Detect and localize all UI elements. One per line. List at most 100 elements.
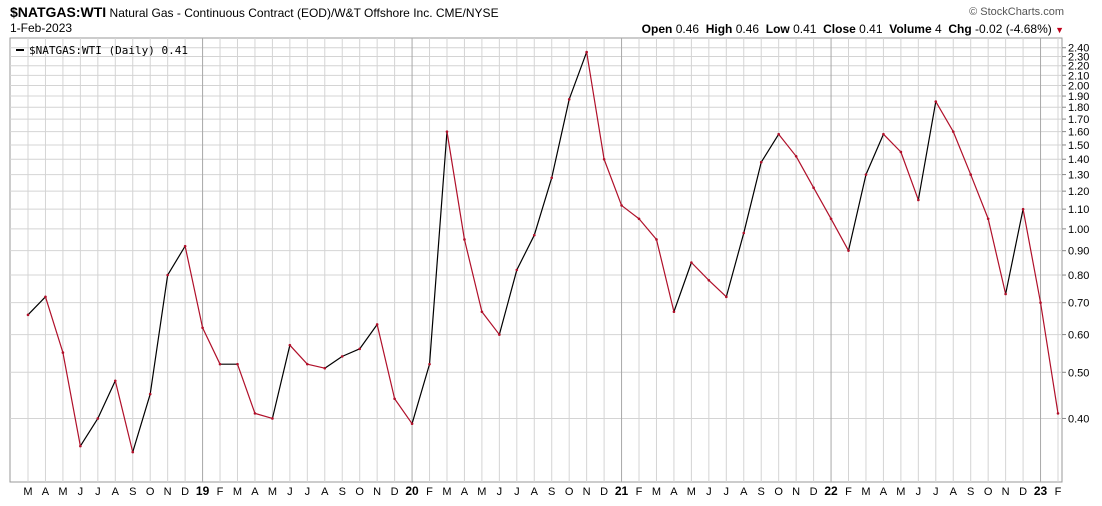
y-tick-label: 1.40	[1068, 154, 1089, 166]
series-segment	[638, 218, 658, 241]
series-segment	[411, 363, 431, 425]
y-tick-label: 1.70	[1068, 114, 1089, 126]
series-segment	[970, 173, 989, 220]
series-segment	[935, 100, 954, 133]
series-segment	[917, 100, 937, 201]
x-tick-label: F	[636, 486, 643, 498]
x-tick-label: M	[861, 486, 870, 498]
data-point	[515, 268, 519, 272]
x-tick-label: M	[268, 486, 277, 498]
x-tick-label: J	[916, 486, 922, 498]
data-point	[183, 244, 187, 248]
data-point	[271, 417, 274, 420]
data-point	[1004, 292, 1007, 296]
data-point	[218, 362, 222, 366]
series-segment	[1005, 208, 1024, 295]
x-tick-label: F	[217, 486, 224, 498]
x-tick-label: J	[78, 486, 84, 498]
data-point	[410, 422, 414, 426]
x-tick-label: D	[600, 486, 608, 498]
open-label: Open	[641, 22, 673, 36]
x-axis: M A M J J A S O N D 19 F M A M J J A S O N D 20 F M A M J J A S O N D 21 F M…	[23, 484, 1061, 498]
x-tick-label: N	[583, 486, 591, 498]
x-tick-label: J	[514, 486, 520, 498]
x-tick-label: F	[426, 486, 433, 498]
data-point	[480, 310, 484, 314]
x-tick-label: O	[984, 486, 993, 498]
y-axis: 2.402.302.202.102.001.901.801.701.601.50…	[1062, 43, 1089, 425]
low-label: Low	[765, 22, 790, 36]
series-segment	[236, 363, 256, 414]
series-segment	[184, 245, 204, 329]
data-point	[375, 323, 379, 326]
chg-label: Chg	[948, 22, 972, 36]
data-point	[690, 261, 693, 264]
series-segment	[620, 204, 640, 220]
data-point	[620, 204, 623, 207]
x-tick-label: S	[758, 486, 765, 498]
x-tick-label: A	[670, 486, 678, 498]
x-tick-label: A	[42, 486, 50, 498]
series-segment	[830, 218, 850, 252]
data-point	[934, 100, 938, 103]
x-tick-label: M	[477, 486, 486, 498]
series-segment	[132, 393, 151, 453]
x-tick-label: 22	[824, 484, 838, 498]
y-tick-label: 0.50	[1068, 367, 1089, 379]
series-segment	[795, 155, 815, 189]
data-point	[725, 295, 728, 299]
low-value: 0.41	[793, 22, 817, 36]
data-point	[532, 233, 536, 237]
legend-text: $NATGAS:WTI (Daily) 0.41	[29, 44, 188, 57]
close-value: 0.41	[859, 22, 883, 36]
series-segment	[62, 351, 81, 447]
x-tick-label: A	[461, 486, 469, 498]
data-point	[148, 392, 152, 396]
x-tick-label: J	[497, 486, 503, 498]
x-tick-label: A	[531, 486, 539, 498]
chart-title: $NATGAS:WTI Natural Gas - Continuous Con…	[10, 4, 499, 20]
series-segment	[481, 311, 500, 336]
series-segment	[673, 261, 692, 313]
data-point	[829, 217, 833, 221]
y-tick-label: 2.40	[1068, 43, 1089, 55]
y-tick-label: 0.40	[1068, 413, 1089, 425]
x-tick-label: A	[112, 486, 120, 498]
data-point	[113, 379, 117, 383]
x-tick-label: A	[950, 486, 958, 498]
data-point	[742, 231, 746, 235]
series-segment	[394, 398, 413, 425]
data-point	[253, 412, 257, 415]
series-segment	[376, 323, 396, 400]
data-point	[498, 333, 501, 336]
series-segment	[865, 133, 885, 176]
x-tick-label: 19	[196, 484, 210, 498]
data-point	[1039, 301, 1042, 304]
data-point	[882, 132, 885, 136]
x-tick-label: F	[1055, 486, 1062, 498]
series-segment	[690, 261, 710, 281]
data-point	[550, 176, 554, 180]
y-tick-label: 0.70	[1068, 298, 1089, 310]
data-point	[340, 355, 344, 358]
series-segment	[27, 296, 47, 316]
series-segment	[987, 218, 1007, 295]
exchange: CME/NYSE	[435, 6, 499, 20]
data-point	[567, 98, 571, 101]
data-point	[26, 313, 30, 317]
series-segment	[1022, 208, 1042, 304]
series-segment	[271, 344, 291, 420]
y-tick-label: 2.00	[1068, 80, 1089, 92]
x-tick-label: D	[391, 486, 399, 498]
x-tick-label: M	[233, 486, 242, 498]
x-tick-label: J	[933, 486, 939, 498]
x-tick-label: O	[565, 486, 574, 498]
data-point	[794, 155, 798, 158]
brand-link[interactable]: © StockCharts.com	[969, 6, 1064, 18]
series-segment	[743, 161, 762, 234]
y-tick-label: 1.30	[1068, 170, 1089, 182]
y-tick-label: 1.10	[1068, 204, 1089, 216]
x-tick-label: 20	[405, 484, 419, 498]
data-point	[777, 132, 780, 136]
